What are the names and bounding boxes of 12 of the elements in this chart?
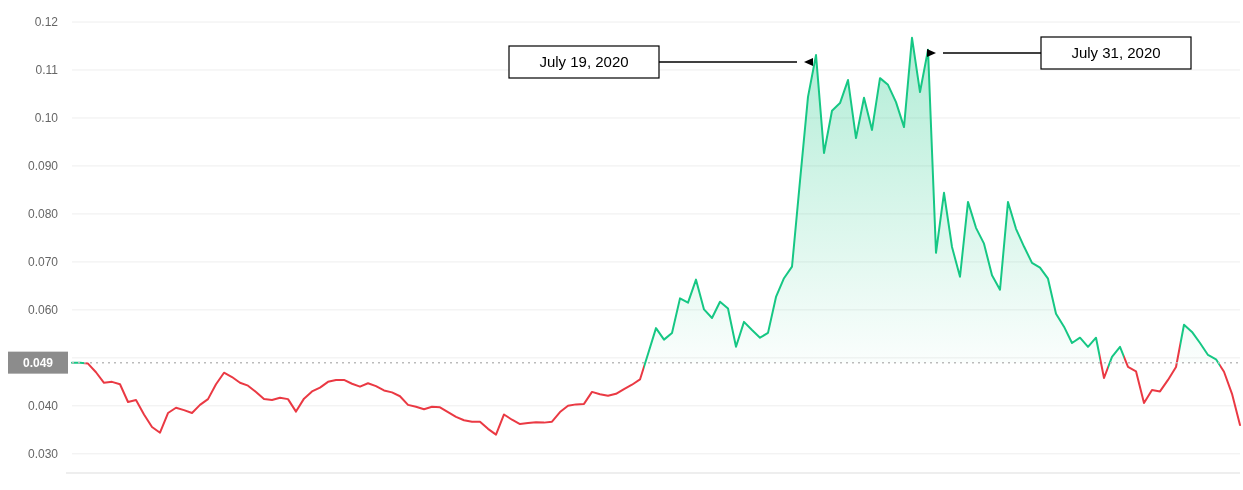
y-tick-label: 0.060 [27, 303, 59, 318]
y-tick-label: 0.040 [27, 399, 59, 414]
y-tick-label: 0.090 [27, 159, 59, 174]
y-tick-label: 0.080 [27, 207, 59, 222]
y-tick-label: 0.030 [27, 447, 59, 462]
annotation: July 19, 2020 [539, 53, 629, 71]
y-tick-label: 0.11 [35, 63, 59, 78]
y-tick-label: 0.070 [27, 255, 59, 270]
ref-line-label: 0.049 [22, 355, 54, 370]
y-tick-label: 0.12 [34, 15, 59, 30]
annotation: July 31, 2020 [1071, 44, 1161, 62]
y-tick-label: 0.10 [34, 111, 59, 126]
